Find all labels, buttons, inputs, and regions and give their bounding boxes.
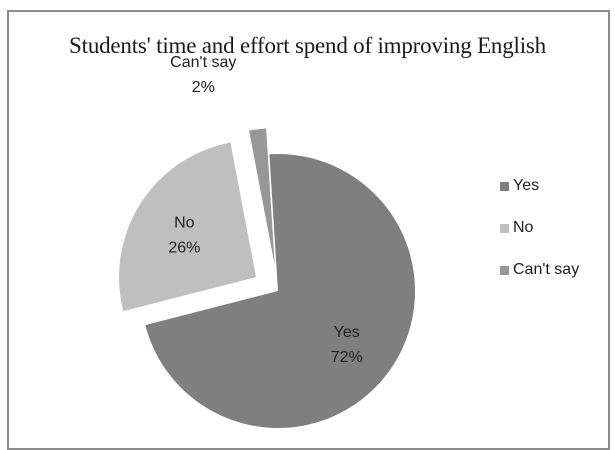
- chart-title: Students' time and effort spend of impro…: [69, 33, 546, 58]
- pie-slice-yes: [145, 154, 415, 428]
- legend-label-no: No: [513, 219, 534, 236]
- legend-swatch-no: [500, 223, 509, 233]
- legend-label-cant-say: Can't say: [513, 261, 580, 278]
- legend-swatch-yes: [500, 181, 509, 191]
- pie-slice-cant-say: [249, 128, 275, 266]
- slice-label-name-cant-say: Can't say: [170, 54, 236, 71]
- legend-item-no: No: [500, 217, 579, 239]
- legend: Yes No Can't say: [500, 175, 579, 301]
- slice-label-percent-no: 26%: [168, 240, 200, 257]
- slice-label-percent-yes: 72%: [331, 349, 363, 366]
- pie-slice-no: [119, 142, 257, 312]
- slice-label-name-yes: Yes: [334, 324, 360, 341]
- legend-item-cant-say: Can't say: [500, 259, 579, 281]
- legend-label-yes: Yes: [513, 177, 540, 194]
- slice-label-percent-cant-say: 2%: [192, 79, 215, 96]
- slice-label-name-no: No: [174, 215, 195, 232]
- legend-item-yes: Yes: [500, 175, 579, 197]
- legend-swatch-cant-say: [500, 265, 509, 275]
